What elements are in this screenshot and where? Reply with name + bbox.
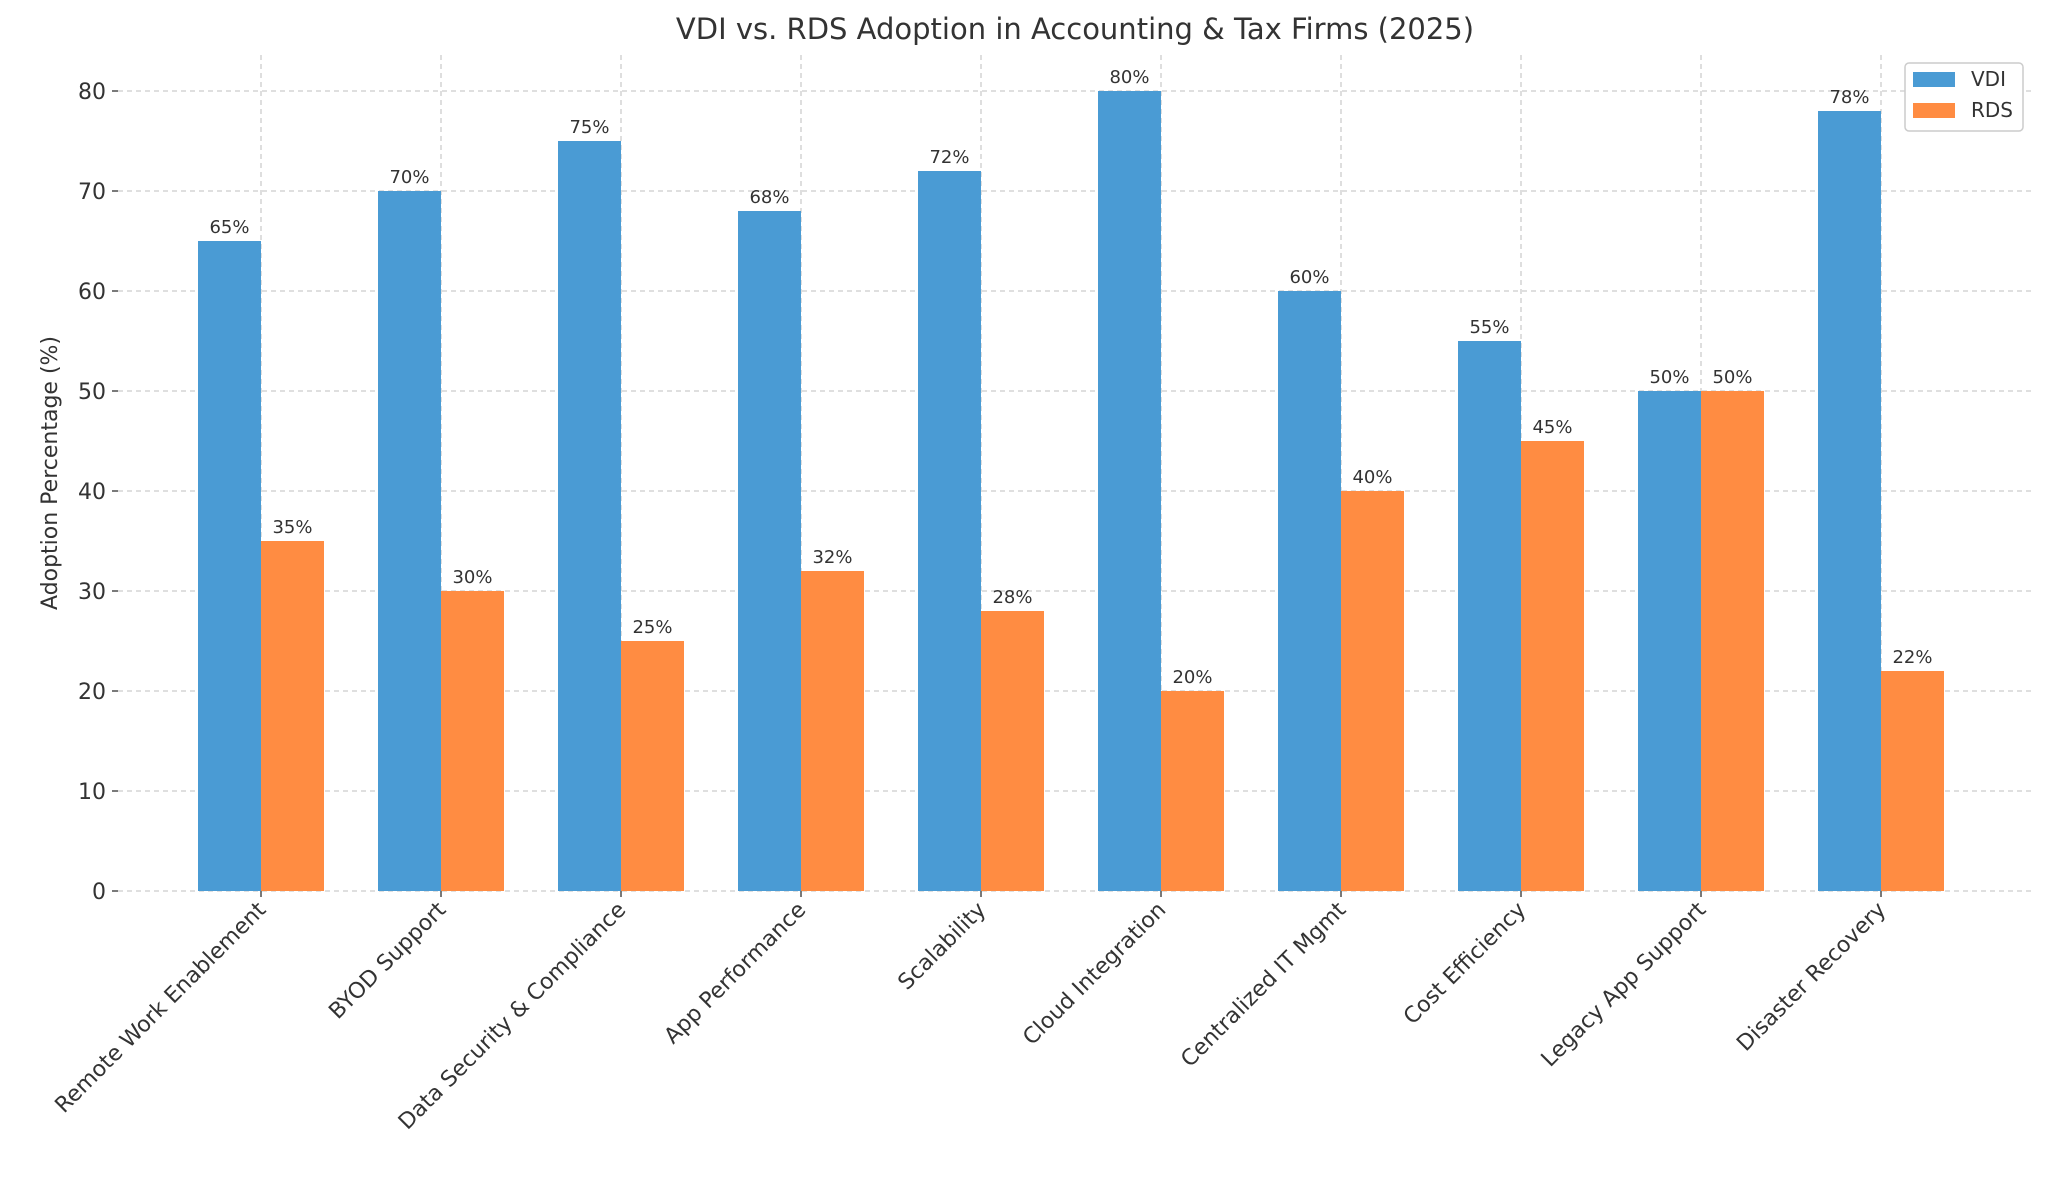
value-label-rds: 20% bbox=[1172, 667, 1212, 688]
value-label-rds: 40% bbox=[1352, 467, 1392, 488]
value-label-rds: 32% bbox=[812, 547, 852, 568]
bar-rds bbox=[1161, 691, 1224, 891]
bar-rds bbox=[981, 611, 1044, 891]
value-label-rds: 45% bbox=[1532, 417, 1572, 438]
value-labels: 65% 70% 75% 68% 72% 80% 60% 55% 50% 78% 35% 30% 25% 3… bbox=[209, 67, 1932, 688]
legend-label-rds: RDS bbox=[1971, 98, 2013, 122]
y-tick-label: 0 bbox=[92, 880, 106, 905]
value-label-vdi: 72% bbox=[929, 147, 969, 168]
y-tick-label: 50 bbox=[78, 380, 106, 405]
bar-vdi bbox=[1458, 341, 1521, 891]
x-tick-label: App Performance bbox=[660, 898, 812, 1050]
x-tick-label: Scalability bbox=[894, 898, 992, 996]
y-tick-label: 40 bbox=[78, 480, 106, 505]
value-label-rds: 22% bbox=[1892, 647, 1932, 668]
x-tick-label: BYOD Support bbox=[324, 897, 451, 1024]
bar-rds bbox=[801, 571, 864, 891]
legend-swatch-rds bbox=[1913, 103, 1955, 118]
y-tick-label: 20 bbox=[78, 680, 106, 705]
y-axis-label: Adoption Percentage (%) bbox=[38, 336, 63, 610]
value-label-rds: 50% bbox=[1712, 367, 1752, 388]
x-tick-label: Centralized IT Mgmt bbox=[1176, 897, 1351, 1072]
y-tick-label: 70 bbox=[78, 180, 106, 205]
bar-vdi bbox=[738, 211, 801, 891]
value-label-rds: 28% bbox=[992, 587, 1032, 608]
value-label-vdi: 78% bbox=[1829, 87, 1869, 108]
x-tick-label: Cost Efficiency bbox=[1399, 898, 1531, 1030]
bar-vdi bbox=[1098, 91, 1161, 891]
y-tick-label: 10 bbox=[78, 780, 106, 805]
value-label-rds: 25% bbox=[632, 617, 672, 638]
bar-rds bbox=[1701, 391, 1764, 891]
value-label-vdi: 60% bbox=[1289, 267, 1329, 288]
bar-vdi bbox=[378, 191, 441, 891]
x-tick-label: Disaster Recovery bbox=[1732, 898, 1891, 1057]
chart-title: VDI vs. RDS Adoption in Accounting & Tax… bbox=[676, 12, 1474, 46]
value-label-rds: 30% bbox=[452, 567, 492, 588]
bar-vdi bbox=[558, 141, 621, 891]
y-tick-label: 30 bbox=[78, 580, 106, 605]
x-tick-label: Remote Work Enablement bbox=[51, 897, 272, 1118]
value-label-vdi: 65% bbox=[209, 217, 249, 238]
bar-vdi bbox=[918, 171, 981, 891]
bar-rds bbox=[261, 541, 324, 891]
y-tick-label: 60 bbox=[78, 280, 106, 305]
bar-rds bbox=[1881, 671, 1944, 891]
value-label-rds: 35% bbox=[272, 517, 312, 538]
bar-vdi bbox=[1638, 391, 1701, 891]
legend-swatch-vdi bbox=[1913, 72, 1955, 87]
legend: VDI RDS bbox=[1904, 62, 2024, 132]
bar-rds bbox=[1521, 441, 1584, 891]
legend-label-vdi: VDI bbox=[1971, 67, 2006, 91]
bars bbox=[198, 91, 1944, 891]
bar-vdi bbox=[198, 241, 261, 891]
value-label-vdi: 55% bbox=[1469, 317, 1509, 338]
bar-vdi bbox=[1278, 291, 1341, 891]
x-tick-label: Cloud Integration bbox=[1018, 898, 1171, 1051]
value-label-vdi: 68% bbox=[749, 187, 789, 208]
y-tick-label: 80 bbox=[78, 80, 106, 105]
bar-rds bbox=[441, 591, 504, 891]
bar-rds bbox=[1341, 491, 1404, 891]
value-label-vdi: 75% bbox=[569, 117, 609, 138]
x-tick-label: Legacy App Support bbox=[1537, 897, 1712, 1072]
bar-vdi bbox=[1818, 111, 1881, 891]
value-label-vdi: 50% bbox=[1649, 367, 1689, 388]
value-label-vdi: 70% bbox=[389, 167, 429, 188]
bar-rds bbox=[621, 641, 684, 891]
y-axis-ticks: 0 10 20 30 40 50 60 70 80 bbox=[78, 80, 118, 905]
value-label-vdi: 80% bbox=[1109, 67, 1149, 88]
